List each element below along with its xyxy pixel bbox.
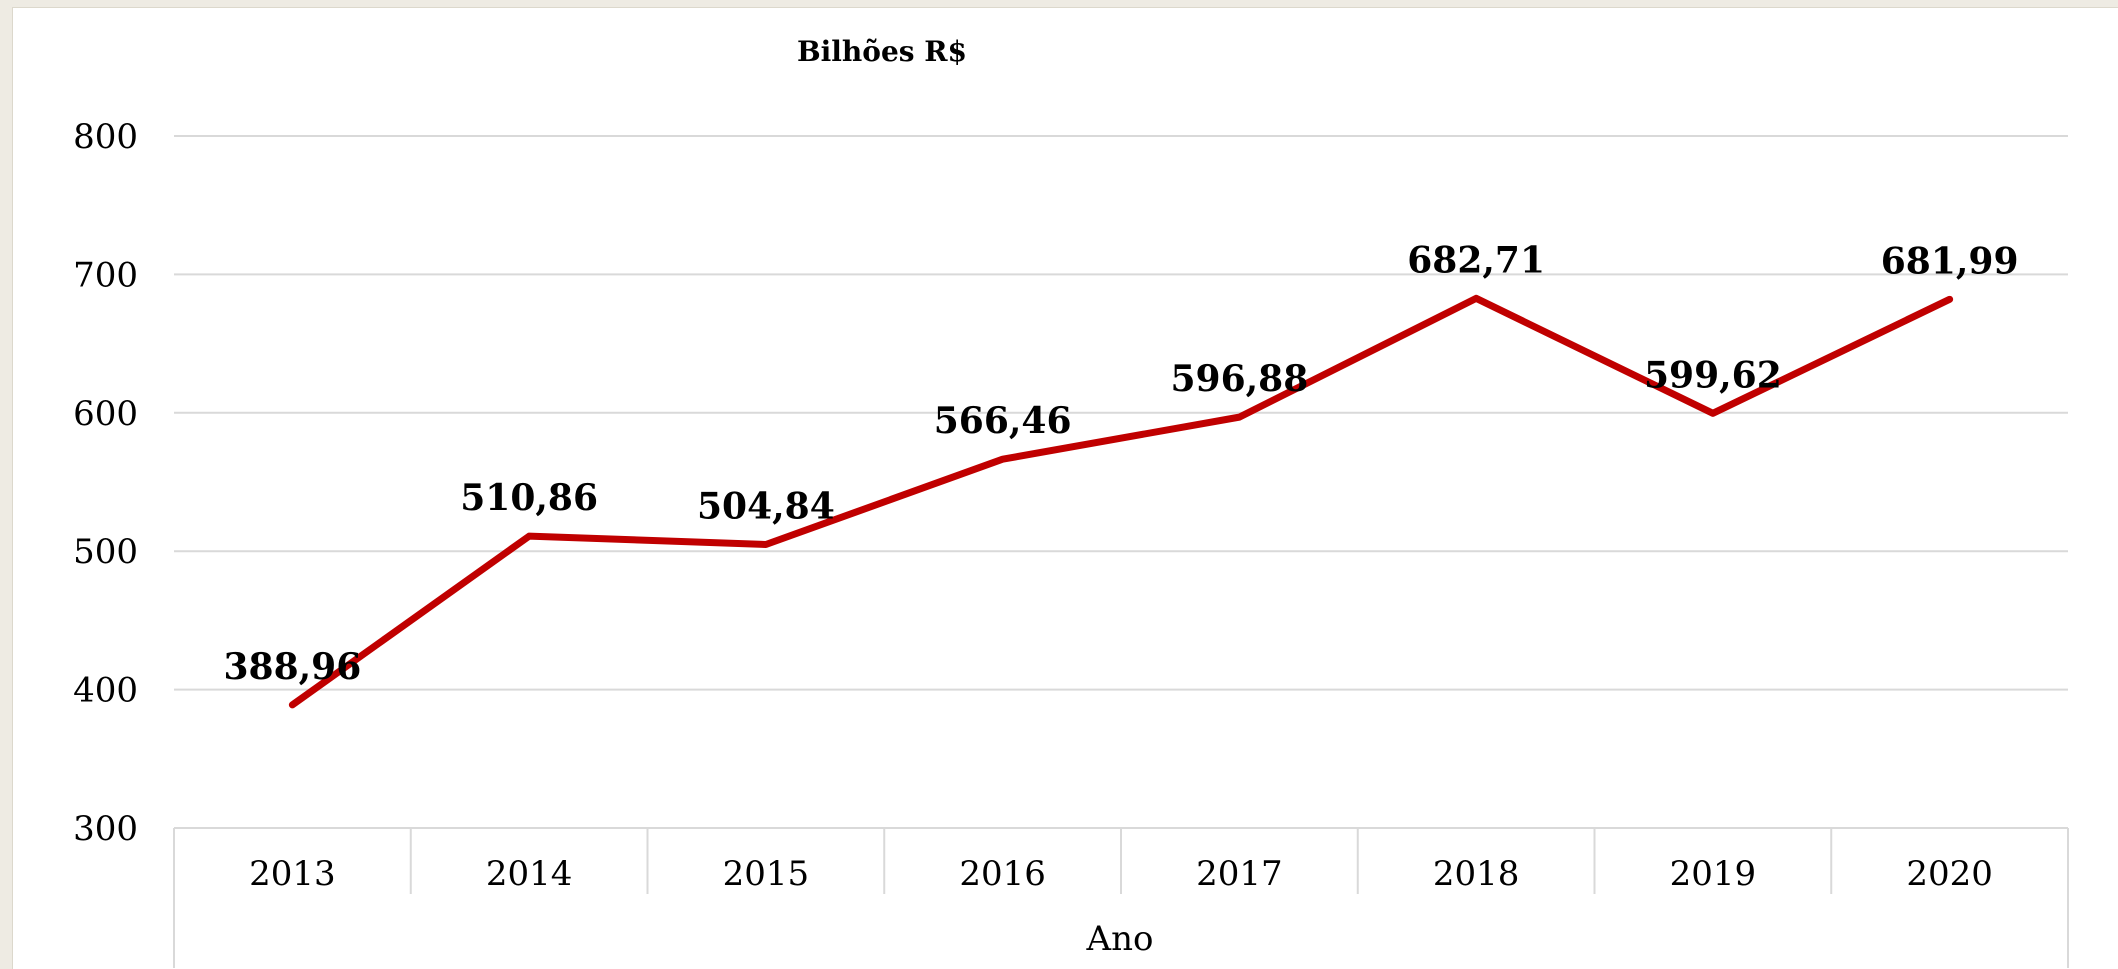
data-label: 681,99	[1881, 240, 2019, 282]
y-tick-label: 600	[73, 394, 138, 434]
data-label: 599,62	[1644, 354, 1782, 396]
y-tick-label: 800	[73, 117, 138, 157]
data-label: 388,96	[223, 646, 361, 688]
y-tick-label: 400	[73, 671, 138, 711]
y-axis-ticks: 300 400 500 600 700 800	[73, 117, 138, 849]
data-label: 510,86	[460, 477, 598, 519]
chart-title: Bilhões R$	[797, 35, 967, 68]
data-label: 596,88	[1170, 358, 1308, 400]
x-tick-label: 2019	[1670, 854, 1757, 894]
y-tick-label: 300	[73, 809, 138, 849]
x-tick-label: 2015	[723, 854, 810, 894]
x-tick-label: 2016	[959, 854, 1046, 894]
y-tick-label: 700	[73, 255, 138, 295]
y-tick-label: 500	[73, 532, 138, 572]
gridlines	[174, 136, 2068, 690]
x-tick-label: 2013	[249, 854, 336, 894]
data-label: 504,84	[697, 486, 835, 528]
data-label: 682,71	[1407, 239, 1545, 281]
x-axis-title: Ano	[1086, 919, 1154, 959]
data-labels: 388,96 510,86 504,84 566,46 596,88 682,71 599,…	[223, 239, 2018, 688]
x-tick-label: 2020	[1906, 854, 1993, 894]
x-tick-label: 2017	[1196, 854, 1283, 894]
x-tick-label: 2014	[486, 854, 573, 894]
data-label: 566,46	[934, 400, 1072, 442]
x-tick-label: 2018	[1433, 854, 1520, 894]
